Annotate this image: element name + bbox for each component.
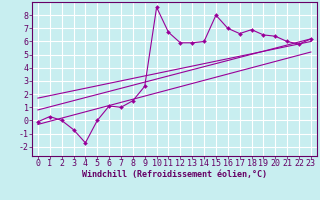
X-axis label: Windchill (Refroidissement éolien,°C): Windchill (Refroidissement éolien,°C) [82,170,267,179]
